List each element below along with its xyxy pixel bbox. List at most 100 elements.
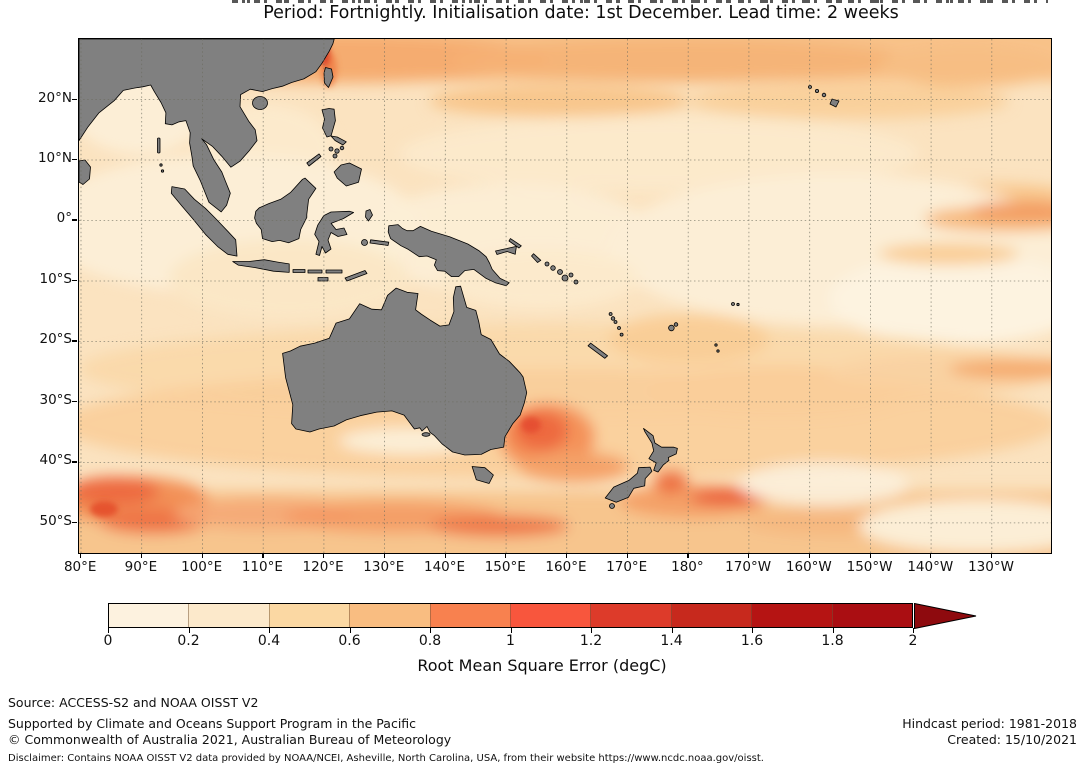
y-tick-mark [72, 400, 77, 403]
colorbar-tick-mark [269, 628, 271, 633]
footer-source: Source: ACCESS-S2 and NOAA OISST V2 [8, 695, 259, 710]
colorbar-segment [109, 604, 189, 627]
y-tick-mark [72, 521, 77, 523]
land-hawaii [808, 85, 812, 89]
x-tick-mark [687, 553, 689, 558]
map-canvas [79, 39, 1051, 553]
colorbar-segment [831, 604, 913, 627]
land-nicobar [159, 163, 163, 167]
x-tick-mark [808, 553, 811, 558]
colorbar-tick-label: 1.2 [579, 633, 603, 649]
land-visayas [328, 146, 334, 152]
y-tick-mark [72, 461, 77, 463]
colorbar-arrow-shape [914, 602, 977, 629]
land-samoa [736, 302, 740, 307]
land-sumbawa [307, 269, 323, 274]
footer-supported: Supported by Climate and Oceans Support … [8, 716, 417, 731]
land-andaman-islands [157, 137, 161, 154]
x-axis-tick-label: 90°E [124, 559, 158, 575]
land-bougainville [531, 253, 542, 263]
x-axis-tick-label: 100°E [181, 559, 223, 575]
land-sumba [317, 277, 329, 282]
colorbar-tick-label: 1.8 [821, 633, 844, 649]
x-tick-mark [991, 553, 993, 558]
y-axis-tick-label: 10°N [37, 149, 72, 166]
land-hainan [252, 96, 268, 110]
land-fiji [673, 322, 679, 327]
x-tick-mark [505, 553, 507, 558]
colorbar-tick-label: 1.6 [740, 633, 764, 649]
land-visayas [334, 148, 340, 154]
footer-created-date: Created: 15/10/2021 [947, 732, 1077, 747]
x-tick-mark [444, 553, 446, 558]
x-tick-mark [323, 553, 325, 558]
x-tick-mark [383, 553, 385, 558]
x-tick-mark [80, 553, 82, 558]
x-axis-tick-label: 160°W [785, 559, 832, 575]
land-solomons [573, 279, 579, 285]
title-line1-clipped [232, 0, 1048, 3]
land-vanuatu [613, 320, 618, 324]
land-asia [79, 39, 335, 213]
land-flores [325, 269, 343, 274]
colorbar-tick-mark [188, 628, 190, 633]
land-solomons [544, 261, 550, 267]
land-hawaii-big-island [829, 98, 840, 108]
land-nz-south-island [604, 466, 653, 503]
land-visayas [332, 153, 338, 159]
land-solomons [550, 265, 556, 271]
land-new-ireland [508, 238, 522, 249]
y-axis-tick-label: 40°S [39, 452, 73, 469]
landmasses [79, 39, 840, 509]
colorbar-tick-mark [108, 628, 110, 633]
colorbar-tick-mark [349, 628, 351, 633]
colorbar-extend-arrow [914, 602, 977, 629]
colorbar-tick-label: 2 [908, 633, 918, 649]
x-tick-mark [565, 553, 568, 558]
footer-disclaimer: Disclaimer: Contains NOAA OISST V2 data … [8, 753, 764, 764]
land-buru [361, 239, 368, 246]
land-solomons [557, 269, 563, 275]
land-solomons [568, 272, 574, 278]
colorbar-tick-mark [832, 628, 834, 633]
x-axis-tick-label: 170°W [725, 559, 772, 575]
land-vanuatu [619, 332, 624, 337]
x-tick-mark [262, 553, 264, 558]
x-axis-tick-label: 170°E [606, 559, 648, 575]
colorbar-segment [429, 604, 511, 627]
x-tick-mark [626, 553, 628, 558]
x-axis-tick-label: 110°E [241, 559, 283, 575]
colorbar-tick-label: 0.2 [177, 633, 200, 649]
x-axis-tick-label: 80°E [63, 559, 97, 575]
land-hawaii [815, 89, 820, 94]
land-new-caledonia [587, 342, 608, 359]
colorbar-tick-label: 0.6 [338, 633, 361, 649]
x-tick-mark [748, 553, 750, 558]
x-axis-tick-label: 150°W [846, 559, 893, 575]
land-tonga [716, 349, 720, 353]
colorbar-segment [349, 604, 430, 627]
colorbar-segment [590, 604, 671, 627]
footer-hindcast-period: Hindcast period: 1981-2018 [902, 716, 1077, 731]
colorbar-tick-mark [430, 628, 432, 633]
y-tick-mark [72, 158, 77, 161]
rmse-field [79, 39, 1051, 553]
land-visayas [339, 145, 345, 151]
land-fiji [668, 324, 675, 332]
colorbar-segment [268, 604, 350, 627]
map-plot [78, 38, 1052, 554]
land-nicobar [160, 169, 165, 173]
land-vanuatu [610, 316, 616, 321]
land-guadalcanal [561, 274, 569, 282]
colorbar-segment [188, 604, 269, 627]
land-bali-lombok [292, 269, 306, 273]
land-vanuatu [608, 312, 613, 316]
colorbar-tick-mark [752, 628, 754, 633]
colorbar-tick-mark [510, 628, 512, 633]
colorbar-segment [751, 604, 832, 627]
land-sri-lanka [79, 159, 91, 185]
x-axis-tick-label: 140°W [907, 559, 954, 575]
land-tonga [714, 343, 718, 347]
land-sumatra [170, 186, 238, 257]
